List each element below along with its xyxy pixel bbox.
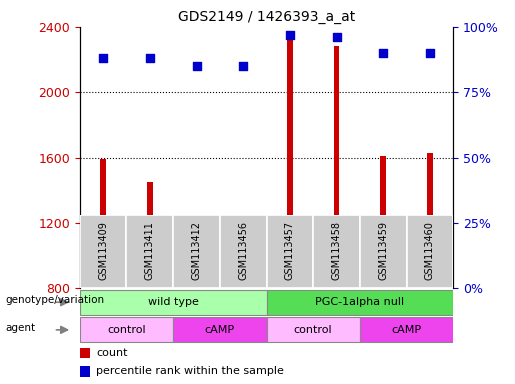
Text: GSM113460: GSM113460 — [425, 221, 435, 280]
Text: cAMP: cAMP — [205, 325, 235, 335]
Text: GSM113459: GSM113459 — [378, 221, 388, 280]
Text: control: control — [294, 325, 333, 335]
FancyBboxPatch shape — [220, 215, 267, 288]
FancyBboxPatch shape — [173, 215, 220, 288]
Text: wild type: wild type — [148, 297, 199, 307]
FancyBboxPatch shape — [360, 318, 453, 342]
FancyBboxPatch shape — [80, 318, 173, 342]
Text: genotype/variation: genotype/variation — [5, 295, 104, 305]
Point — [193, 63, 201, 69]
Text: GSM113409: GSM113409 — [98, 221, 108, 280]
Text: count: count — [96, 348, 128, 358]
FancyBboxPatch shape — [80, 290, 267, 314]
Bar — [241, 218, 246, 288]
Point — [426, 50, 434, 56]
Bar — [147, 182, 152, 288]
FancyBboxPatch shape — [80, 215, 127, 288]
FancyBboxPatch shape — [313, 215, 360, 288]
Point — [379, 50, 387, 56]
Point — [99, 55, 107, 61]
Bar — [287, 40, 293, 288]
Text: GSM113457: GSM113457 — [285, 221, 295, 280]
Text: GSM113456: GSM113456 — [238, 221, 248, 280]
Title: GDS2149 / 1426393_a_at: GDS2149 / 1426393_a_at — [178, 10, 355, 25]
Text: cAMP: cAMP — [391, 325, 422, 335]
Bar — [80, 366, 90, 376]
Bar — [334, 46, 339, 288]
Bar — [194, 235, 199, 288]
Point — [239, 63, 247, 69]
Text: percentile rank within the sample: percentile rank within the sample — [96, 366, 284, 376]
FancyBboxPatch shape — [360, 215, 406, 288]
Text: agent: agent — [5, 323, 35, 333]
Point — [286, 31, 294, 38]
FancyBboxPatch shape — [267, 290, 453, 314]
Bar — [80, 348, 90, 358]
Text: PGC-1alpha null: PGC-1alpha null — [315, 297, 404, 307]
Text: GSM113458: GSM113458 — [332, 221, 341, 280]
FancyBboxPatch shape — [267, 318, 360, 342]
FancyBboxPatch shape — [173, 318, 267, 342]
Bar — [100, 159, 106, 288]
FancyBboxPatch shape — [127, 215, 173, 288]
Text: GSM113411: GSM113411 — [145, 221, 155, 280]
Bar — [381, 156, 386, 288]
Point — [332, 34, 340, 40]
Bar — [427, 153, 433, 288]
FancyBboxPatch shape — [267, 215, 313, 288]
FancyBboxPatch shape — [406, 215, 453, 288]
Text: control: control — [107, 325, 146, 335]
Text: GSM113412: GSM113412 — [192, 221, 201, 280]
Point — [146, 55, 154, 61]
